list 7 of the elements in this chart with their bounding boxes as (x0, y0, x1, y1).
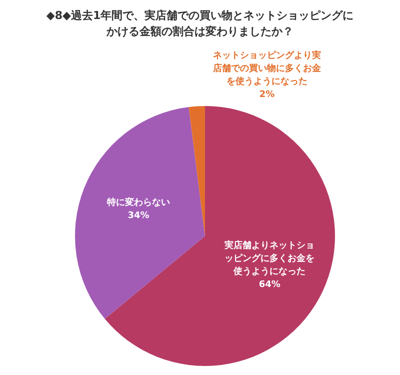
chart-title: ◆8◆過去1年間で、実店舗での買い物とネットショッピングにかける金額の割合は変わりましたか？ (45, 8, 355, 40)
slice-label: 特に変わらない (106, 196, 172, 210)
data-label: 2% (258, 89, 276, 102)
slice-label: ネットショッピングより実店舗での買い物に多くお金を使うようになった (212, 50, 322, 89)
slice-label: 実店舗よりネットショッピングに多くお金を使うようになった (224, 240, 315, 280)
data-label: 64% (258, 279, 282, 292)
data-label: 34% (126, 210, 150, 223)
